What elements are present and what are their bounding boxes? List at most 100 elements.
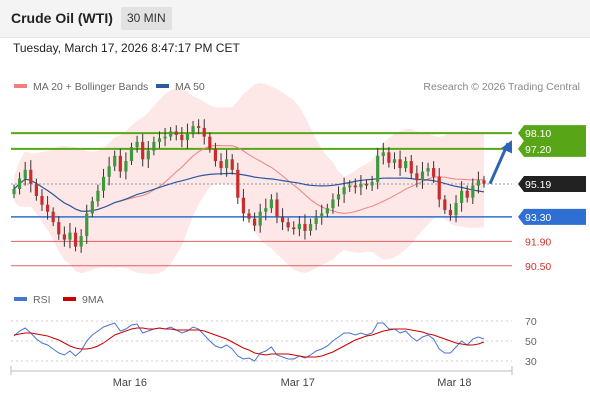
candle xyxy=(415,165,419,188)
candle xyxy=(392,152,397,170)
candle-body xyxy=(460,190,464,203)
candle xyxy=(465,185,469,203)
ma50-legend-label: MA 50 xyxy=(175,81,205,93)
candle-body xyxy=(392,159,397,163)
candle-body xyxy=(191,126,195,134)
candle xyxy=(342,177,346,203)
level-tag-98-10 xyxy=(518,125,586,142)
candle-body xyxy=(34,183,38,196)
candle xyxy=(454,195,458,223)
candle-body xyxy=(482,180,486,184)
candle xyxy=(118,148,122,178)
candle xyxy=(169,127,173,141)
candle xyxy=(40,189,44,211)
candle-body xyxy=(420,171,425,181)
candle xyxy=(107,156,111,186)
candle xyxy=(275,192,279,224)
candle xyxy=(314,209,318,231)
candle xyxy=(409,154,413,179)
candle xyxy=(359,175,363,196)
level-tag-95-19 xyxy=(518,175,586,192)
candle xyxy=(180,127,184,148)
rsi-tick-label-50: 50 xyxy=(525,336,537,348)
candle xyxy=(73,227,78,252)
candle-body xyxy=(314,216,318,224)
timeframe-button[interactable]: 30 MIN xyxy=(121,7,172,30)
candle xyxy=(34,178,38,201)
candle-body xyxy=(247,213,251,219)
candle xyxy=(197,119,201,135)
candle-body xyxy=(387,152,391,163)
level-tag-97-20 xyxy=(518,140,586,157)
candle-body xyxy=(225,159,229,169)
candle-body xyxy=(320,213,324,217)
candle-body xyxy=(107,166,111,177)
candle-body xyxy=(101,176,106,191)
candle xyxy=(157,131,162,149)
candle xyxy=(292,221,296,235)
candle-body xyxy=(202,127,206,137)
timestamp: Tuesday, March 17, 2026 8:47:17 PM CET xyxy=(13,41,240,55)
candle-body xyxy=(303,223,307,231)
candle-body xyxy=(73,232,78,247)
candle xyxy=(404,156,408,172)
level-label-93-30: 93.30 xyxy=(525,212,551,224)
candle xyxy=(141,134,145,167)
candle-body xyxy=(29,169,33,184)
candle-body xyxy=(297,223,301,230)
candle-body xyxy=(219,161,223,169)
candle xyxy=(12,184,16,199)
candle-body xyxy=(398,159,402,169)
candle xyxy=(124,152,128,180)
candle xyxy=(90,196,94,218)
candle xyxy=(252,212,257,232)
candle xyxy=(443,195,447,214)
candle-body xyxy=(443,199,447,210)
candle-body xyxy=(129,147,134,162)
candle-body xyxy=(157,138,162,142)
candle-body xyxy=(118,155,122,172)
candle xyxy=(258,203,262,233)
candle xyxy=(23,161,27,186)
candle xyxy=(129,142,134,166)
candle-body xyxy=(185,133,190,141)
candle-body xyxy=(241,197,246,214)
candle-body xyxy=(465,190,469,198)
candle xyxy=(135,135,139,153)
candle xyxy=(364,179,369,190)
candle xyxy=(297,216,301,237)
candle-body xyxy=(348,185,352,188)
candle-body xyxy=(370,182,374,186)
candle-body xyxy=(286,222,290,228)
candle xyxy=(236,162,240,205)
candle xyxy=(51,207,55,227)
candle xyxy=(426,162,430,177)
candle xyxy=(68,223,72,249)
copyright-label: Research © 2026 Trading Central xyxy=(423,81,580,93)
candle-body xyxy=(376,155,380,183)
candle xyxy=(331,193,335,214)
candle xyxy=(476,171,481,194)
rsi-legend-swatch xyxy=(14,297,27,301)
candle-body xyxy=(236,169,240,198)
instrument-title: Crude Oil (WTI) xyxy=(11,10,113,26)
candle-body xyxy=(342,187,346,195)
candle-body xyxy=(197,126,201,128)
candle-body xyxy=(364,183,369,186)
candle xyxy=(79,229,83,253)
candle-body xyxy=(40,195,44,205)
candle xyxy=(62,226,66,247)
candle xyxy=(85,204,89,244)
candle-body xyxy=(437,176,441,200)
candle xyxy=(241,189,246,222)
candle xyxy=(348,180,352,192)
candle-body xyxy=(258,211,262,226)
candle xyxy=(230,154,234,175)
candle xyxy=(376,147,380,190)
candle-body xyxy=(336,194,341,200)
candle-body xyxy=(180,134,184,141)
candle-body xyxy=(141,141,145,160)
candle xyxy=(370,175,374,192)
projection-arrow-head xyxy=(501,140,512,154)
